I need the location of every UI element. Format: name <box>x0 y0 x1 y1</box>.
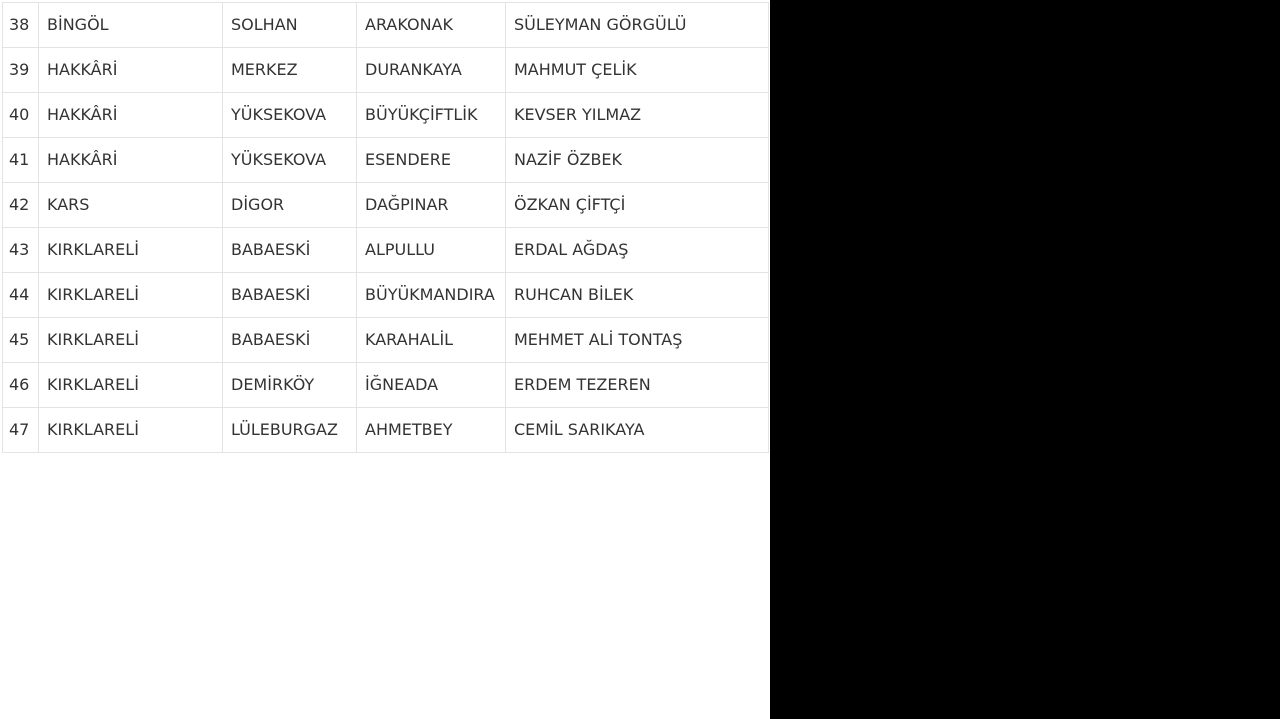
district: YÜKSEKOVA <box>222 137 357 183</box>
row-number: 47 <box>2 407 39 453</box>
district: BABAESKİ <box>222 227 357 273</box>
province: KIRKLARELİ <box>38 272 223 318</box>
row-number: 38 <box>2 2 39 48</box>
table-row: 42 KARS DİGOR DAĞPINAR ÖZKAN ÇİFTÇİ <box>2 182 769 228</box>
village: KARAHALİL <box>356 317 506 363</box>
table-row: 38 BİNGÖL SOLHAN ARAKONAK SÜLEYMAN GÖRGÜLÜ <box>2 2 769 48</box>
table-body: 38 BİNGÖL SOLHAN ARAKONAK SÜLEYMAN GÖRGÜLÜ 39… <box>2 2 769 453</box>
district: MERKEZ <box>222 47 357 93</box>
table-row: 43 KIRKLARELİ BABAESKİ ALPULLU ERDAL AĞDAŞ <box>2 227 769 273</box>
table-row: 44 KIRKLARELİ BABAESKİ BÜYÜKMANDIRA RUHCAN B… <box>2 272 769 318</box>
province: KARS <box>38 182 223 228</box>
person-name: MAHMUT ÇELİK <box>505 47 769 93</box>
district: BABAESKİ <box>222 272 357 318</box>
province: BİNGÖL <box>38 2 223 48</box>
person-name: ÖZKAN ÇİFTÇİ <box>505 182 769 228</box>
person-name: ERDEM TEZEREN <box>505 362 769 408</box>
row-number: 43 <box>2 227 39 273</box>
province: HAKKÂRİ <box>38 92 223 138</box>
village: ALPULLU <box>356 227 506 273</box>
row-number: 45 <box>2 317 39 363</box>
district: DİGOR <box>222 182 357 228</box>
province: HAKKÂRİ <box>38 137 223 183</box>
table-row: 39 HAKKÂRİ MERKEZ DURANKAYA MAHMUT ÇELİK <box>2 47 769 93</box>
village: BÜYÜKÇİFTLİK <box>356 92 506 138</box>
row-number: 39 <box>2 47 39 93</box>
province: KIRKLARELİ <box>38 227 223 273</box>
table-row: 45 KIRKLARELİ BABAESKİ KARAHALİL MEHMET ALİ … <box>2 317 769 363</box>
village: BÜYÜKMANDIRA <box>356 272 506 318</box>
person-name: KEVSER YILMAZ <box>505 92 769 138</box>
province: KIRKLARELİ <box>38 407 223 453</box>
person-name: MEHMET ALİ TONTAŞ <box>505 317 769 363</box>
row-number: 44 <box>2 272 39 318</box>
village: AHMETBEY <box>356 407 506 453</box>
province: HAKKÂRİ <box>38 47 223 93</box>
district: YÜKSEKOVA <box>222 92 357 138</box>
row-number: 40 <box>2 92 39 138</box>
person-name: RUHCAN BİLEK <box>505 272 769 318</box>
district: BABAESKİ <box>222 317 357 363</box>
table-row: 47 KIRKLARELİ LÜLEBURGAZ AHMETBEY CEMİL SARI… <box>2 407 769 453</box>
person-name: SÜLEYMAN GÖRGÜLÜ <box>505 2 769 48</box>
province: KIRKLARELİ <box>38 362 223 408</box>
row-number: 42 <box>2 182 39 228</box>
province: KIRKLARELİ <box>38 317 223 363</box>
table-row: 41 HAKKÂRİ YÜKSEKOVA ESENDERE NAZİF ÖZBEK <box>2 137 769 183</box>
table-row: 40 HAKKÂRİ YÜKSEKOVA BÜYÜKÇİFTLİK KEVSER YIL… <box>2 92 769 138</box>
table: 38 BİNGÖL SOLHAN ARAKONAK SÜLEYMAN GÖRGÜLÜ 39… <box>2 2 769 453</box>
village: DURANKAYA <box>356 47 506 93</box>
page: 38 BİNGÖL SOLHAN ARAKONAK SÜLEYMAN GÖRGÜLÜ 39… <box>0 0 770 719</box>
village: ESENDERE <box>356 137 506 183</box>
village: İĞNEADA <box>356 362 506 408</box>
village: ARAKONAK <box>356 2 506 48</box>
row-number: 46 <box>2 362 39 408</box>
person-name: CEMİL SARIKAYA <box>505 407 769 453</box>
table-row: 46 KIRKLARELİ DEMİRKÖY İĞNEADA ERDEM TEZEREN <box>2 362 769 408</box>
person-name: ERDAL AĞDAŞ <box>505 227 769 273</box>
district: SOLHAN <box>222 2 357 48</box>
district: DEMİRKÖY <box>222 362 357 408</box>
district: LÜLEBURGAZ <box>222 407 357 453</box>
row-number: 41 <box>2 137 39 183</box>
person-name: NAZİF ÖZBEK <box>505 137 769 183</box>
village: DAĞPINAR <box>356 182 506 228</box>
